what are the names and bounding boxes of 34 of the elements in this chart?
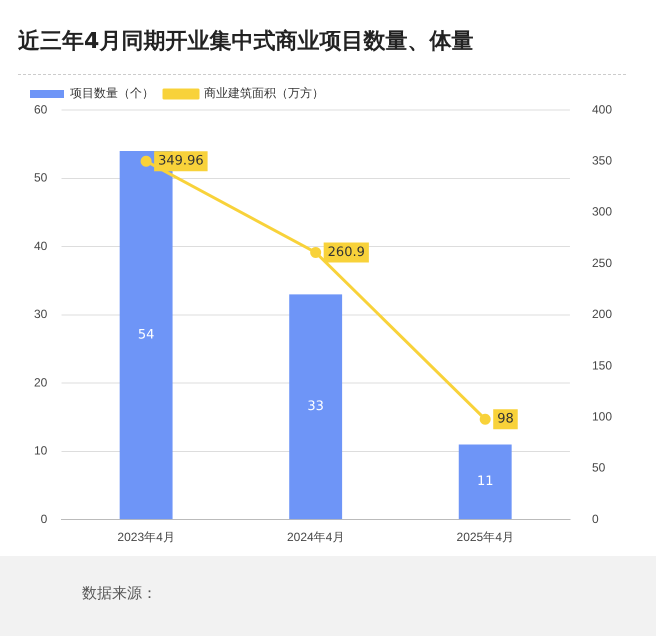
data-label: 11: [476, 474, 494, 490]
y-tick-label: 60: [34, 102, 48, 116]
x-tick-label: 2024年4月: [286, 530, 344, 544]
bar: [289, 294, 342, 520]
y-tick-label: 50: [34, 170, 48, 185]
y2-tick-label: 100: [592, 410, 612, 424]
y2-tick-label: 150: [592, 358, 612, 372]
point: [480, 414, 491, 425]
y-tick-label: 30: [34, 307, 48, 322]
y2-tick-label: 400: [592, 102, 612, 116]
y-tick-label: 40: [34, 238, 48, 253]
legend-label: 商业建筑面积（万方）: [204, 86, 324, 100]
y-tick-label: 20: [34, 375, 48, 390]
y2-tick-label: 200: [592, 307, 612, 322]
data-label: 349.96: [158, 154, 204, 169]
source-note: 数据来源：: [82, 584, 157, 603]
data-label: 260.9: [328, 244, 365, 260]
y-tick-label: 10: [34, 444, 48, 458]
y2-tick-label: 50: [592, 460, 606, 475]
x-tick-label: 2023年4月: [117, 530, 175, 544]
bar: [458, 444, 512, 520]
y2-tick-label: 300: [592, 204, 612, 219]
x-tick-label: 2025年4月: [456, 530, 514, 544]
y2-tick-label: 250: [592, 256, 612, 270]
point: [140, 156, 152, 167]
y-tick-label: 0: [40, 512, 48, 526]
y2-tick-label: 0: [592, 512, 599, 526]
point: [310, 246, 322, 258]
legend-label: 项目数量（个）: [70, 86, 154, 100]
chart-title: 近三年4月同期开业集中式商业项目数量、体量: [18, 28, 474, 56]
data-label: 33: [307, 399, 324, 414]
y2-tick-label: 350: [592, 154, 612, 168]
data-label: 54: [138, 327, 154, 342]
data-label: 98: [497, 412, 514, 427]
